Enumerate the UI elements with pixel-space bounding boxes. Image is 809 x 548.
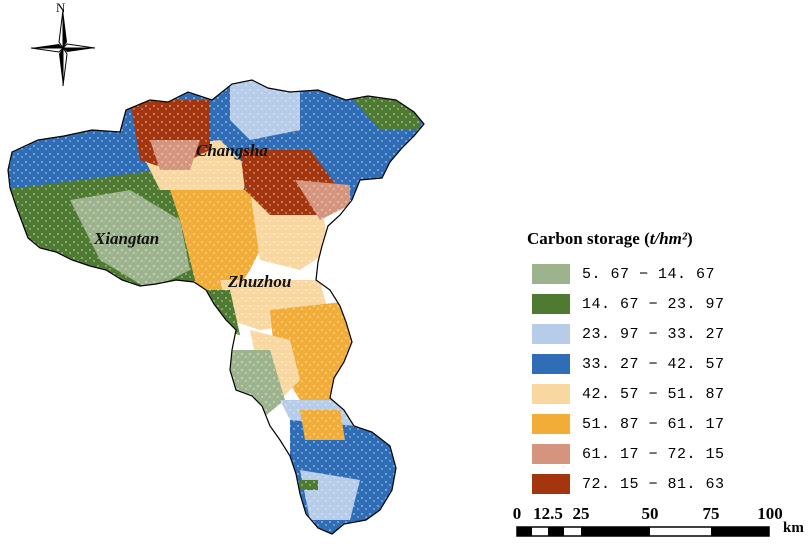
scale-tick-0: 0 [512, 504, 522, 523]
legend-item: 33. 27 − 42. 57 [532, 349, 725, 379]
legend-swatch [532, 384, 570, 404]
scale-tick-12-5: 12.5 [533, 504, 563, 523]
legend-title-suffix: ) [687, 229, 693, 248]
city-label-xiangtan: Xiangtan [94, 229, 160, 248]
north-label: N [56, 0, 66, 15]
legend-item: 42. 57 − 51. 87 [532, 379, 725, 409]
legend-item: 51. 87 − 61. 17 [532, 409, 725, 439]
legend-item: 14. 67 − 23. 97 [532, 289, 725, 319]
legend-label: 14. 67 − 23. 97 [582, 295, 725, 313]
legend-item: 23. 97 − 33. 27 [532, 319, 725, 349]
legend-list: 5. 67 − 14. 67 14. 67 − 23. 97 23. 97 − … [532, 259, 725, 499]
legend-title-prefix: Carbon storage ( [527, 229, 650, 248]
legend-swatch [532, 354, 570, 374]
legend-swatch [532, 474, 570, 494]
city-label-zhuzhou: Zhuzhou [228, 272, 292, 291]
scale-tick-25: 25 [572, 504, 590, 523]
legend-label: 72. 15 − 81. 63 [582, 475, 725, 493]
legend-item: 5. 67 − 14. 67 [532, 259, 725, 289]
scale-unit-label: km [783, 520, 804, 536]
legend-label: 42. 57 − 51. 87 [582, 385, 725, 403]
legend-swatch [532, 294, 570, 314]
legend-swatch [532, 444, 570, 464]
legend-item: 72. 15 − 81. 63 [532, 469, 725, 499]
legend-label: 51. 87 − 61. 17 [582, 415, 725, 433]
legend-item: 61. 17 − 72. 15 [532, 439, 725, 469]
legend-title: Carbon storage (t/hm²) [527, 229, 693, 249]
legend-swatch [532, 324, 570, 344]
legend-swatch [532, 264, 570, 284]
scale-tick-50: 50 [641, 504, 659, 523]
legend-label: 61. 17 − 72. 15 [582, 445, 725, 463]
north-arrow-icon [28, 0, 98, 90]
legend-label: 23. 97 − 33. 27 [582, 325, 725, 343]
scale-tick-75: 75 [702, 504, 720, 523]
scale-tick-100: 100 [757, 504, 783, 523]
region-boundary [7, 79, 425, 535]
legend-swatch [532, 414, 570, 434]
legend-label: 5. 67 − 14. 67 [582, 265, 716, 283]
legend-title-unit: t/hm² [649, 229, 687, 248]
scale-bar: 0 12.5 25 50 75 100 km [511, 500, 809, 548]
scale-bar-graphic [516, 526, 770, 537]
legend-label: 33. 27 − 42. 57 [582, 355, 725, 373]
city-label-changsha: Changsha [196, 141, 268, 160]
